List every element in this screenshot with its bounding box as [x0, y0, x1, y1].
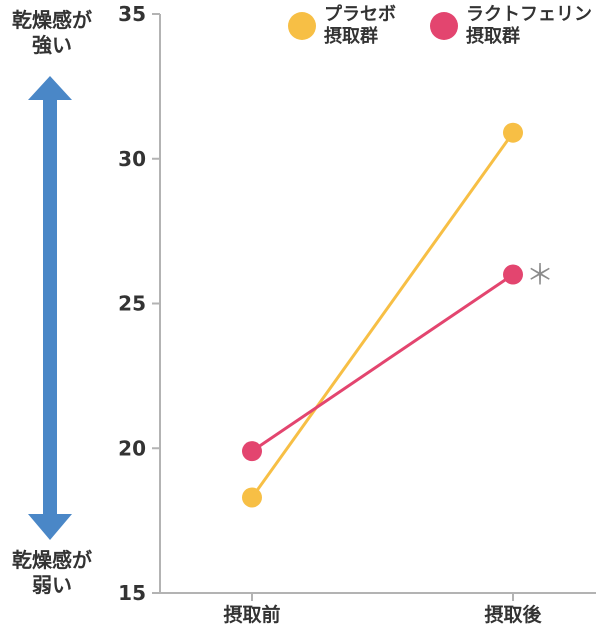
legend-item-lactoferrin: ラクトフェリン 摂取群: [430, 4, 592, 48]
legend-dot-lactoferrin: [430, 12, 458, 40]
significance-asterisk: ＊: [526, 259, 554, 292]
legend-text-placebo: プラセボ 摂取群: [324, 4, 396, 48]
y-tick-label-20: 20: [118, 436, 146, 460]
y-tick-label-15: 15: [118, 581, 146, 605]
dryness-strong-label: 乾燥感が 強い: [0, 8, 112, 58]
legend-placebo-line1: プラセボ: [324, 4, 396, 25]
legend-placebo-line2: 摂取群: [324, 26, 378, 47]
arrow-up-head: [28, 76, 72, 100]
x-tick-label-1: 摂取後: [484, 603, 542, 624]
series-line-0: [250, 131, 515, 499]
y-tick-label-30: 30: [118, 147, 146, 171]
series-0-point-1: [503, 122, 523, 143]
y-tick-label-25: 25: [118, 292, 146, 316]
arrow-shaft: [43, 96, 57, 516]
series-1-point-1: [503, 264, 523, 285]
x-tick-label-0: 摂取前: [223, 603, 280, 624]
y-tick-label-35: 35: [118, 2, 146, 26]
legend-lactoferrin-line1: ラクトフェリン: [466, 4, 592, 25]
legend-text-lactoferrin: ラクトフェリン 摂取群: [466, 4, 592, 48]
series-1-point-0: [242, 441, 262, 462]
legend-lactoferrin-line2: 摂取群: [466, 26, 520, 47]
dryness-weak-line1: 乾燥感が: [12, 548, 92, 572]
legend-item-placebo: プラセボ 摂取群: [288, 4, 396, 48]
dryness-strong-line2: 強い: [32, 33, 72, 57]
series-0-point-0: [242, 487, 262, 508]
dryness-strong-line1: 乾燥感が: [12, 8, 92, 32]
dryness-weak-line2: 弱い: [32, 573, 72, 597]
series-line-1: [251, 273, 514, 453]
legend-dot-placebo: [288, 12, 316, 40]
arrow-down-head: [28, 514, 72, 540]
dryness-weak-label: 乾燥感が 弱い: [0, 548, 112, 598]
